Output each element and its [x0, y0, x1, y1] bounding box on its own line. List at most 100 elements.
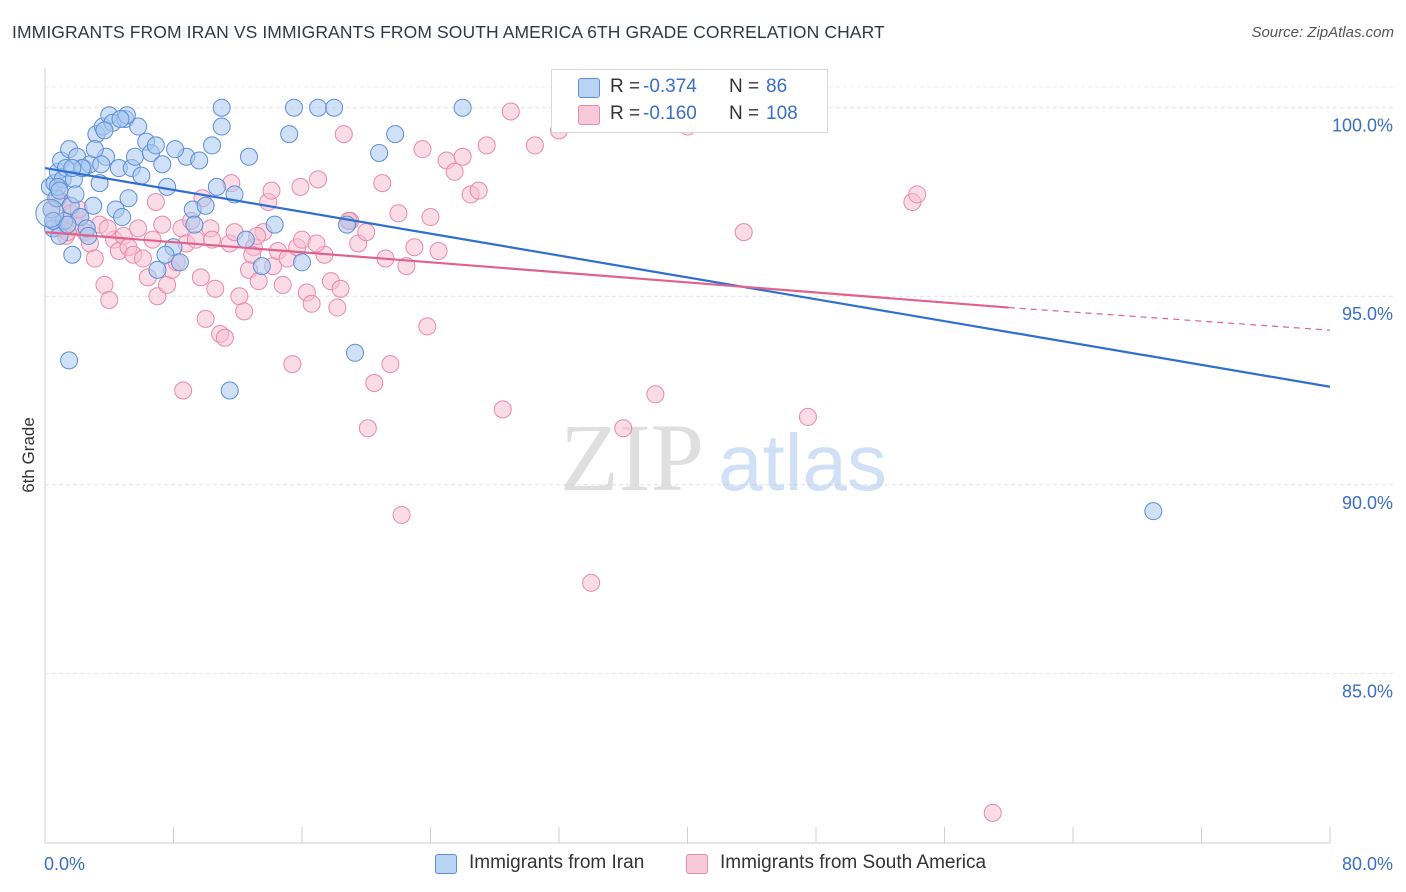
y-tick-label: 85.0% — [1342, 681, 1393, 701]
data-point-iran — [92, 155, 111, 174]
data-point-south-america — [734, 223, 753, 242]
data-point-iran — [220, 381, 239, 400]
data-point-iran — [346, 343, 365, 362]
data-point-iran — [156, 245, 175, 264]
legend-row-iran: R = -0.374 N = 86 — [552, 75, 827, 101]
data-point-iran — [63, 245, 82, 264]
data-point-south-america — [302, 294, 321, 313]
data-point-south-america — [328, 298, 347, 317]
legend-row-south-america: R = -0.160 N = 108 — [552, 102, 827, 128]
data-point-south-america — [405, 238, 424, 257]
data-point-south-america — [85, 249, 104, 268]
tick-labels: 100.0% 95.0% 90.0% 85.0% 0.0% 80.0% — [44, 116, 1393, 874]
data-point-iran — [119, 189, 138, 208]
data-point-south-america — [501, 102, 520, 121]
legend-n-value-iran: 86 — [766, 76, 788, 97]
trendlines — [44, 166, 1331, 388]
data-point-south-america — [100, 291, 119, 310]
data-point-south-america — [908, 185, 927, 204]
data-point-iran — [386, 125, 405, 144]
data-point-south-america — [129, 219, 148, 238]
gridlines — [45, 86, 1395, 674]
data-point-south-america — [582, 573, 601, 592]
data-point-south-america — [445, 162, 464, 181]
data-point-south-america — [983, 803, 1002, 822]
data-point-south-america — [133, 249, 152, 268]
chart-source: Source: ZipAtlas.com — [1251, 24, 1394, 41]
data-point-iran — [113, 208, 132, 227]
bottom-legend-label-south-america: Immigrants from South America — [720, 852, 987, 873]
data-point-south-america — [307, 234, 326, 253]
data-point-south-america — [381, 355, 400, 374]
data-point-south-america — [413, 140, 432, 159]
bottom-legend-swatch-south-america — [686, 854, 708, 874]
data-point-iran — [111, 110, 130, 129]
data-point-iran — [153, 155, 172, 174]
data-point-south-america — [186, 230, 205, 249]
legend-r-value-south-america: -0.160 — [643, 103, 697, 124]
data-point-south-america — [95, 275, 114, 294]
data-point-south-america — [174, 381, 193, 400]
data-point-south-america — [389, 204, 408, 223]
data-point-south-america — [146, 192, 165, 211]
data-point-iran — [190, 151, 209, 170]
data-point-south-america — [646, 385, 665, 404]
data-point-iran — [293, 253, 311, 272]
data-point-south-america — [291, 177, 310, 196]
bottom-legend-swatch-iran — [435, 854, 457, 874]
data-point-south-america — [206, 279, 225, 298]
data-point-iran — [252, 257, 271, 276]
watermark: ZIP atlas — [560, 404, 887, 511]
data-point-south-america — [357, 223, 376, 242]
data-point-south-america — [453, 147, 472, 166]
data-point-south-america — [191, 268, 210, 287]
legend-r-label: R = — [610, 76, 641, 97]
data-point-iran — [146, 136, 165, 155]
data-point-iran — [95, 121, 114, 140]
data-point-south-america — [196, 309, 215, 328]
data-point-south-america — [477, 136, 496, 155]
data-point-iran — [309, 98, 328, 117]
legend-swatch-south-america — [578, 105, 600, 125]
data-point-iran — [265, 215, 284, 234]
data-point-south-america — [273, 275, 292, 294]
data-point-south-america — [249, 272, 268, 291]
data-point-south-america — [334, 125, 353, 144]
data-point-south-america — [331, 279, 350, 298]
data-point-iran — [284, 98, 303, 117]
data-point-south-america — [365, 373, 384, 392]
y-axis-title: 6th Grade — [19, 417, 38, 493]
series-iran-points — [35, 98, 1163, 521]
data-point-iran — [66, 185, 85, 204]
legend-n-label: N = — [729, 103, 760, 124]
data-point-south-america — [614, 419, 633, 438]
data-point-south-america — [215, 328, 234, 347]
bottom-legend: Immigrants from Iran Immigrants from Sou… — [0, 852, 1406, 878]
chart-title: IMMIGRANTS FROM IRAN VS IMMIGRANTS FROM … — [12, 22, 885, 42]
y-tick-label: 90.0% — [1342, 493, 1393, 513]
watermark-zip: ZIP — [560, 404, 704, 511]
trendline-iran — [44, 166, 1331, 388]
legend-n-label: N = — [729, 76, 760, 97]
data-point-south-america — [429, 241, 448, 260]
data-point-iran — [325, 98, 344, 117]
legend-r-value-iran: -0.374 — [643, 76, 697, 97]
data-point-south-america — [525, 136, 544, 155]
data-point-south-america — [98, 219, 117, 238]
data-point-iran — [129, 117, 148, 136]
legend-n-value-south-america: 108 — [766, 103, 798, 124]
data-point-iran — [212, 117, 231, 136]
trendline-south-america-extension — [1008, 306, 1331, 331]
data-point-iran — [453, 98, 472, 117]
data-point-south-america — [158, 275, 177, 294]
x-tick-label: 80.0% — [1342, 854, 1393, 874]
data-point-iran — [125, 147, 144, 166]
data-point-south-america — [421, 208, 440, 227]
data-point-iran — [132, 166, 151, 185]
watermark-atlas: atlas — [718, 418, 887, 507]
data-point-iran — [170, 253, 189, 272]
trendline-south-america — [44, 231, 1009, 309]
axes — [44, 68, 1331, 844]
data-point-iran-cluster — [35, 198, 65, 228]
data-point-south-america — [469, 181, 488, 200]
